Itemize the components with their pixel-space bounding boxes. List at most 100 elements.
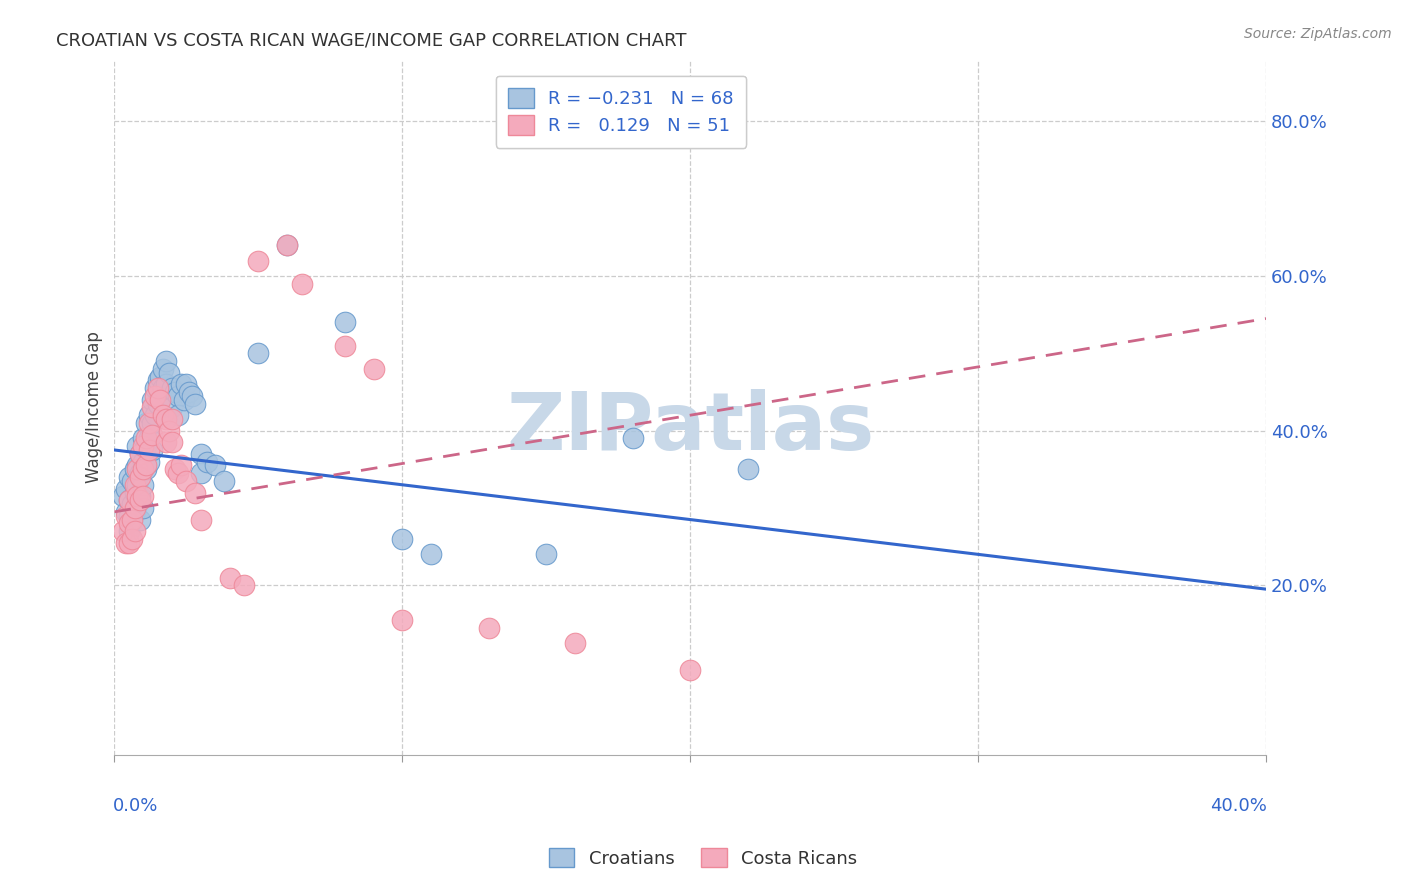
Point <box>138 442 160 457</box>
Legend: Croatians, Costa Ricans: Croatians, Costa Ricans <box>538 837 868 879</box>
Point <box>149 369 172 384</box>
Point <box>176 377 198 392</box>
Point <box>141 416 163 430</box>
Point <box>146 373 169 387</box>
Point <box>363 361 385 376</box>
Point <box>129 447 152 461</box>
Point <box>190 512 212 526</box>
Point <box>157 424 180 438</box>
Point <box>143 381 166 395</box>
Point <box>141 427 163 442</box>
Point <box>160 412 183 426</box>
Point <box>149 389 172 403</box>
Point <box>121 532 143 546</box>
Point <box>118 493 141 508</box>
Point <box>129 512 152 526</box>
Point <box>129 470 152 484</box>
Point <box>129 466 152 480</box>
Point <box>112 489 135 503</box>
Point <box>112 524 135 538</box>
Point <box>190 447 212 461</box>
Point <box>184 396 207 410</box>
Point <box>132 439 155 453</box>
Point <box>204 458 226 473</box>
Text: 40.0%: 40.0% <box>1211 797 1267 815</box>
Point <box>138 454 160 468</box>
Point <box>181 389 204 403</box>
Point <box>129 489 152 503</box>
Point <box>127 439 149 453</box>
Text: ZIPatlas: ZIPatlas <box>506 389 875 467</box>
Point <box>118 535 141 549</box>
Point <box>173 392 195 407</box>
Point <box>141 442 163 457</box>
Point <box>166 389 188 403</box>
Point <box>121 474 143 488</box>
Point <box>135 462 157 476</box>
Point <box>124 524 146 538</box>
Point <box>737 462 759 476</box>
Point <box>124 500 146 515</box>
Text: CROATIAN VS COSTA RICAN WAGE/INCOME GAP CORRELATION CHART: CROATIAN VS COSTA RICAN WAGE/INCOME GAP … <box>56 31 686 49</box>
Point <box>127 489 149 503</box>
Point <box>127 497 149 511</box>
Text: Source: ZipAtlas.com: Source: ZipAtlas.com <box>1244 27 1392 41</box>
Point <box>420 547 443 561</box>
Point <box>141 392 163 407</box>
Point <box>115 535 138 549</box>
Point <box>176 474 198 488</box>
Point <box>160 435 183 450</box>
Point <box>391 532 413 546</box>
Point <box>118 524 141 538</box>
Point <box>124 505 146 519</box>
Point <box>290 277 312 291</box>
Point <box>127 458 149 473</box>
Point <box>146 396 169 410</box>
Point <box>149 392 172 407</box>
Point <box>166 466 188 480</box>
Point <box>115 508 138 523</box>
Point <box>391 613 413 627</box>
Point <box>138 416 160 430</box>
Point <box>121 512 143 526</box>
Y-axis label: Wage/Income Gap: Wage/Income Gap <box>86 332 103 483</box>
Point <box>218 570 240 584</box>
Text: 0.0%: 0.0% <box>114 797 159 815</box>
Point <box>127 477 149 491</box>
Point <box>124 485 146 500</box>
Point <box>152 361 174 376</box>
Point <box>143 389 166 403</box>
Point <box>233 578 256 592</box>
Point <box>115 505 138 519</box>
Point <box>124 477 146 491</box>
Point <box>132 477 155 491</box>
Point <box>621 431 644 445</box>
Point <box>135 416 157 430</box>
Point <box>155 354 177 368</box>
Point <box>132 462 155 476</box>
Point <box>135 431 157 445</box>
Point <box>132 500 155 515</box>
Point <box>163 384 186 399</box>
Point <box>132 489 155 503</box>
Legend: R = −0.231   N = 68, R =   0.129   N = 51: R = −0.231 N = 68, R = 0.129 N = 51 <box>496 76 747 148</box>
Point <box>124 462 146 476</box>
Point <box>276 238 298 252</box>
Point <box>141 401 163 415</box>
Point <box>129 447 152 461</box>
Point <box>146 381 169 395</box>
Point <box>190 466 212 480</box>
Point <box>152 381 174 395</box>
Point <box>118 470 141 484</box>
Point <box>179 384 201 399</box>
Point <box>163 462 186 476</box>
Point <box>138 408 160 422</box>
Point <box>478 621 501 635</box>
Point <box>155 377 177 392</box>
Point <box>160 401 183 415</box>
Point <box>143 408 166 422</box>
Point <box>121 497 143 511</box>
Point <box>195 454 218 468</box>
Point <box>135 439 157 453</box>
Point <box>276 238 298 252</box>
